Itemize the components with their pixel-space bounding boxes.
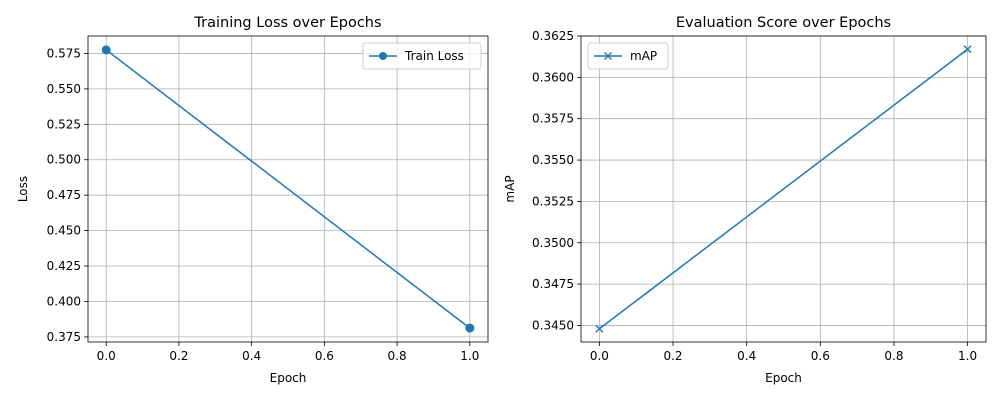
axes-frame <box>580 35 987 343</box>
x-axis-label: Epoch <box>270 371 307 385</box>
marker-stroke <box>963 45 972 54</box>
y-tick-label: 0.3475 <box>532 277 574 291</box>
series-line <box>598 48 969 330</box>
y-tick-label: 0.575 <box>47 46 81 60</box>
chart-panel-2: 0.0 0.2 0.4 0.6 0.8 1.0 0.3450 0.3475 0.3500 0.35… <box>503 15 987 385</box>
x-tick-label: 0.6 <box>811 349 830 363</box>
y-tick-label: 0.3575 <box>532 112 574 126</box>
legend: mAP <box>587 42 669 70</box>
x-tick-label: 0.4 <box>242 349 261 363</box>
y-axis-label: Loss <box>16 176 30 202</box>
axes-frame <box>87 35 489 343</box>
y-tick-label: 0.3550 <box>532 153 574 167</box>
y-tick-label: 0.3500 <box>532 236 574 250</box>
series-line <box>105 49 471 329</box>
gridlines <box>88 36 488 342</box>
y-tick-label: 0.525 <box>47 117 81 131</box>
chart-title: Training Loss over Epochs <box>193 15 381 31</box>
y-tick-label: 0.450 <box>47 224 81 238</box>
legend-box <box>587 42 669 70</box>
y-axis-label: mAP <box>503 175 517 202</box>
legend-marker <box>604 52 612 60</box>
legend: Train Loss <box>362 42 482 70</box>
y-tick-label: 0.425 <box>47 259 81 273</box>
data-point <box>101 45 111 55</box>
x-tick-label: 0.4 <box>737 349 756 363</box>
x-tick-label: 0.8 <box>388 349 407 363</box>
data-point <box>465 323 475 333</box>
y-tick-label: 0.500 <box>47 153 81 167</box>
x-tick-label: 1.0 <box>958 349 977 363</box>
x-tick-label: 0.0 <box>97 349 116 363</box>
legend-marker <box>379 52 387 60</box>
x-tick-label: 1.0 <box>460 349 479 363</box>
x-tick-label: 0.6 <box>315 349 334 363</box>
x-tick-label: 0.0 <box>590 349 609 363</box>
data-point <box>963 45 972 54</box>
y-tick-label: 0.3450 <box>532 318 574 332</box>
x-tick-label: 0.2 <box>663 349 682 363</box>
legend-box <box>362 42 482 70</box>
chart-panel-1: 0.0 0.2 0.4 0.6 0.8 1.0 0.375 0.400 0.425 0.450 0.… <box>16 15 489 385</box>
chart-title: Evaluation Score over Epochs <box>676 15 891 31</box>
legend-label: mAP <box>630 49 657 63</box>
data-point <box>595 324 604 333</box>
y-tick-label: 0.3600 <box>532 70 574 84</box>
x-tick-label: 0.8 <box>884 349 903 363</box>
y-tick-label: 0.400 <box>47 294 81 308</box>
gridlines <box>581 35 986 342</box>
marker-stroke <box>595 324 604 333</box>
y-tick-label: 0.550 <box>47 82 81 96</box>
y-tick-label: 0.3625 <box>532 29 574 43</box>
y-tick-label: 0.3525 <box>532 194 574 208</box>
y-tick-label: 0.375 <box>47 330 81 344</box>
legend-label: Train Loss <box>404 49 464 63</box>
x-tick-label: 0.2 <box>169 349 188 363</box>
x-axis-label: Epoch <box>765 371 802 385</box>
y-tick-label: 0.475 <box>47 188 81 202</box>
